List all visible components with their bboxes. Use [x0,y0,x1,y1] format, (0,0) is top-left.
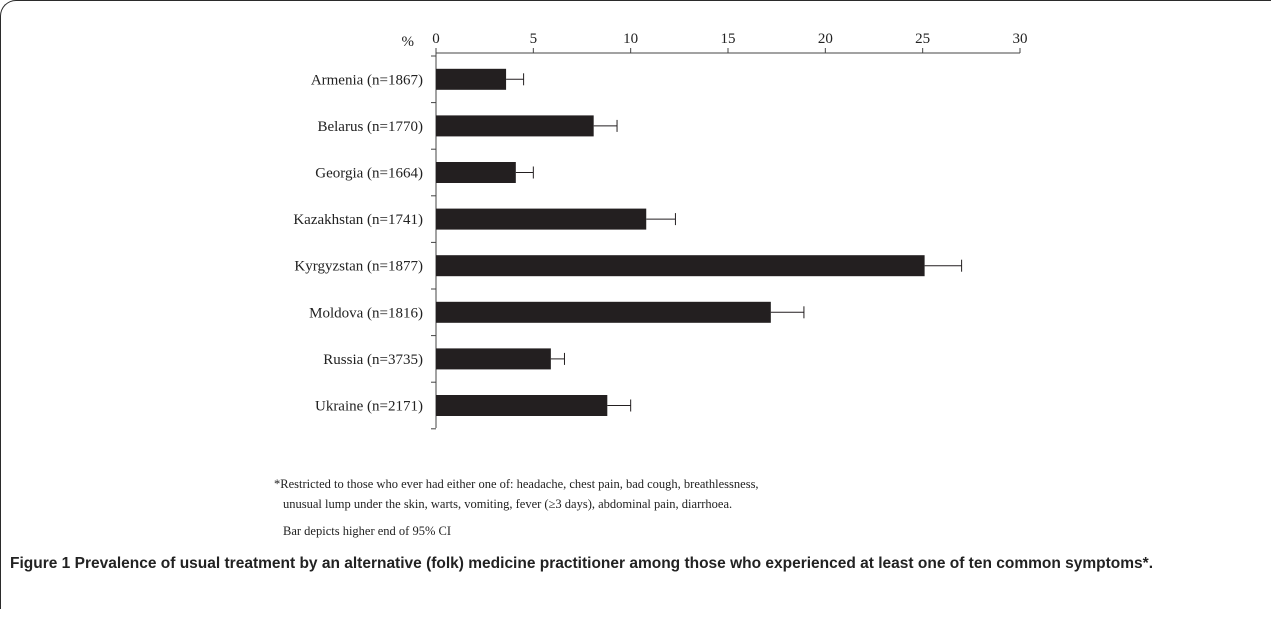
bar [436,255,925,277]
caption-text: Prevalence of usual treatment by an alte… [74,555,1153,572]
category-labels: Armenia (n=1867) Belarus (n=1770) Georgia … [293,72,423,414]
category-label: Russia (n=3735) [323,352,423,368]
footnote-line-1: *Restricted to those who ever had either… [274,477,759,491]
footnote-line-2: unusual lump under the skin, warts, vomi… [283,497,733,511]
category-label: Kazakhstan (n=1741) [293,212,423,228]
chart-axes [431,48,1021,430]
bar [436,348,551,370]
caption-label: Figure 1 [10,555,71,572]
figure-frame [0,0,1271,609]
x-tick-label: 15 [721,31,736,47]
bars [436,68,925,416]
bar [436,162,516,183]
category-label: Ukraine (n=2171) [315,399,423,415]
category-label: Belarus (n=1770) [317,119,423,135]
figure-caption: Figure 1 Prevalence of usual treatment b… [10,553,1260,574]
bar-note: Bar depicts higher end of 95% CI [283,524,452,538]
x-tick-label: 25 [915,31,930,47]
x-tick-label: 20 [818,31,833,47]
category-label: Kyrgyzstan (n=1877) [294,259,423,275]
x-tick-labels: 0 5 10 15 20 25 30 [432,31,1027,47]
bar-chart: % 0 5 10 15 20 25 30 Armenia (n=1867) Belarus (… [293,31,1028,430]
x-tick-label: 10 [623,31,638,47]
bar [436,208,647,230]
x-tick-label: 5 [530,31,538,47]
x-tick-label: 0 [432,31,440,47]
bar [436,301,771,323]
category-label: Moldova (n=1816) [309,305,423,321]
x-tick-label: 30 [1013,31,1028,47]
unit-label: % [402,34,415,50]
category-label: Georgia (n=1664) [315,166,423,182]
category-label: Armenia (n=1867) [311,72,423,88]
bar [436,395,608,416]
bar [436,68,507,90]
bar [436,115,594,137]
error-bars [506,73,963,412]
